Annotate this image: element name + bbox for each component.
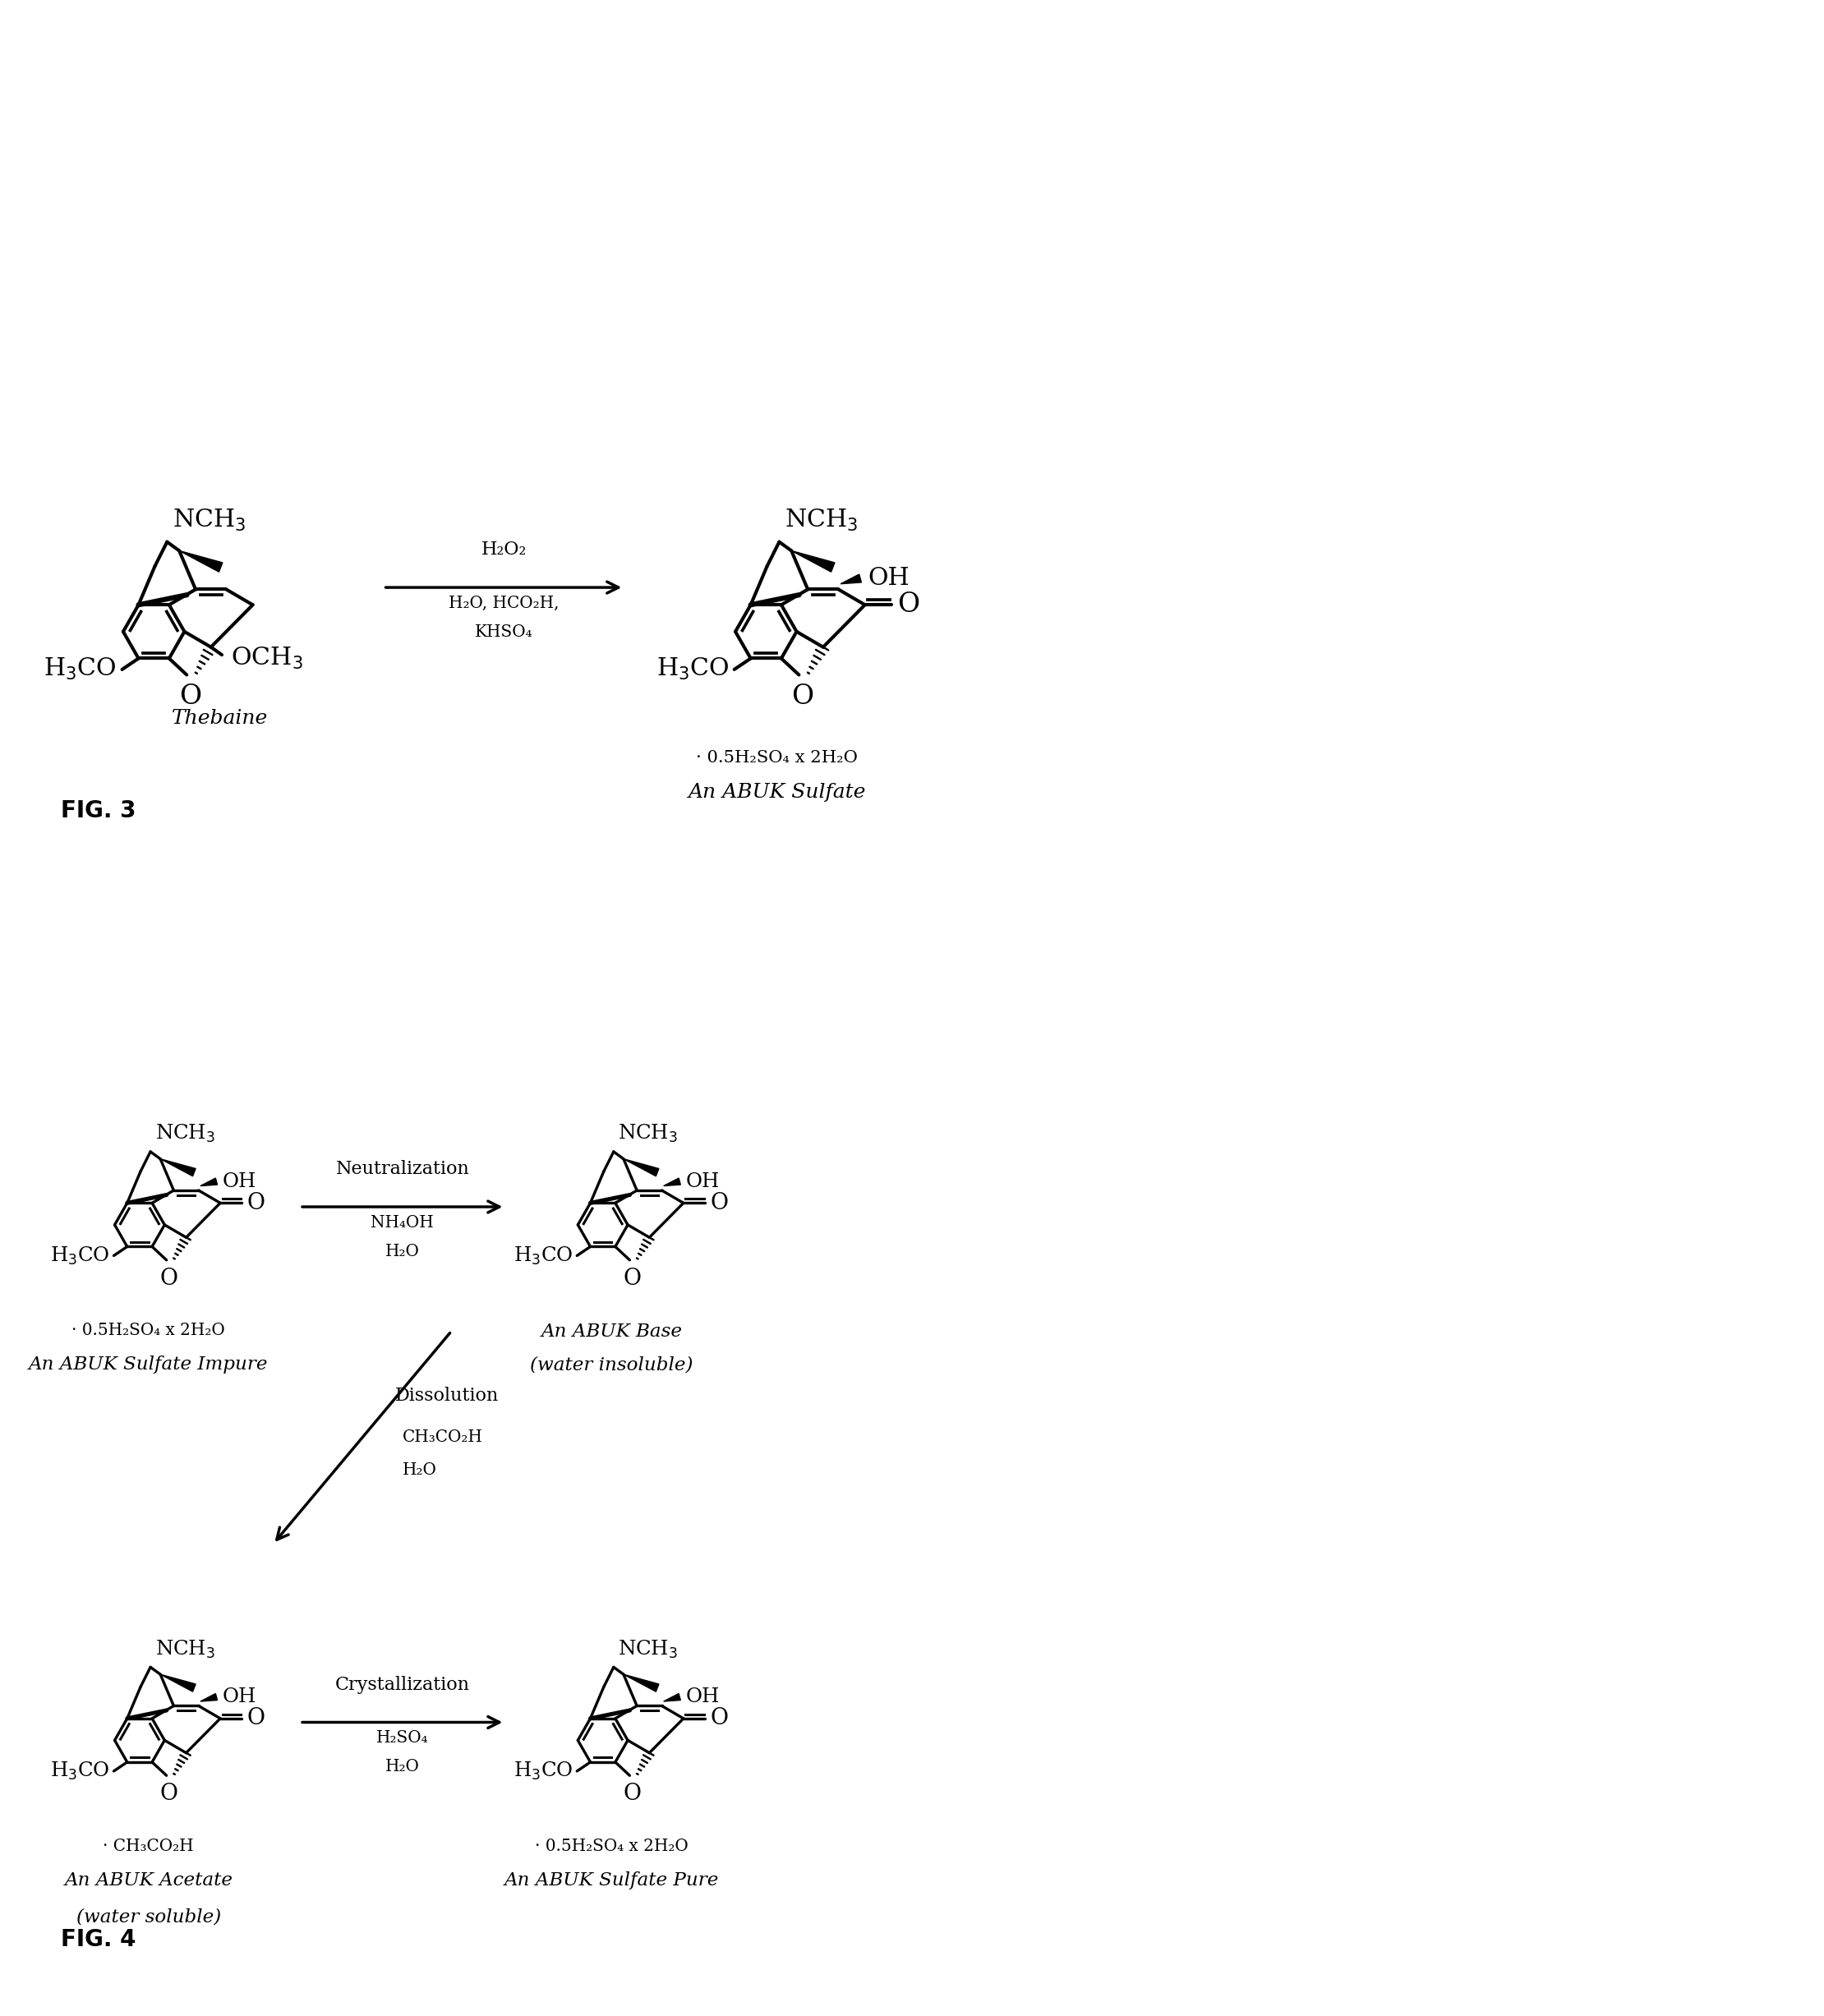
Text: · 0.5H₂SO₄ x 2H₂O: · 0.5H₂SO₄ x 2H₂O	[534, 1839, 688, 1855]
Text: NCH$_3$: NCH$_3$	[173, 508, 246, 532]
Text: · 0.5H₂SO₄ x 2H₂O: · 0.5H₂SO₄ x 2H₂O	[697, 750, 857, 766]
Polygon shape	[201, 1177, 217, 1185]
Text: Dissolution: Dissolution	[394, 1387, 498, 1405]
Text: O: O	[246, 1191, 264, 1214]
Text: H$_3$CO: H$_3$CO	[513, 1760, 573, 1782]
Polygon shape	[179, 550, 223, 573]
Text: H$_3$CO: H$_3$CO	[49, 1246, 109, 1266]
Polygon shape	[664, 1177, 680, 1185]
Text: An ABUK Sulfate Pure: An ABUK Sulfate Pure	[505, 1871, 719, 1889]
Text: OH: OH	[686, 1171, 720, 1191]
Text: NCH$_3$: NCH$_3$	[155, 1639, 215, 1659]
Text: NCH$_3$: NCH$_3$	[618, 1639, 679, 1659]
Text: NCH$_3$: NCH$_3$	[618, 1123, 679, 1145]
Text: H₂SO₄: H₂SO₄	[376, 1730, 429, 1746]
Text: H₂O: H₂O	[403, 1462, 438, 1478]
Text: KHSO₄: KHSO₄	[474, 625, 533, 639]
Text: O: O	[897, 593, 919, 619]
Polygon shape	[624, 1159, 658, 1175]
Text: NCH$_3$: NCH$_3$	[155, 1123, 215, 1145]
Text: NH₄OH: NH₄OH	[370, 1216, 434, 1230]
Text: H$_3$CO: H$_3$CO	[44, 657, 117, 681]
Text: O: O	[246, 1708, 264, 1730]
Text: H₂O, HCO₂H,: H₂O, HCO₂H,	[449, 595, 558, 611]
Text: An ABUK Sulfate Impure: An ABUK Sulfate Impure	[29, 1355, 268, 1373]
Polygon shape	[161, 1159, 195, 1175]
Text: CH₃CO₂H: CH₃CO₂H	[403, 1429, 483, 1445]
Polygon shape	[792, 550, 835, 573]
Polygon shape	[841, 575, 861, 585]
Text: FIG. 4: FIG. 4	[60, 1929, 137, 1951]
Text: Crystallization: Crystallization	[336, 1675, 471, 1693]
Text: O: O	[624, 1782, 642, 1804]
Polygon shape	[624, 1675, 658, 1691]
Text: OH: OH	[223, 1687, 257, 1706]
Text: · CH₃CO₂H: · CH₃CO₂H	[104, 1839, 193, 1855]
Text: OH: OH	[868, 566, 910, 591]
Text: H₂O: H₂O	[385, 1244, 420, 1260]
Text: An ABUK Sulfate: An ABUK Sulfate	[688, 782, 866, 802]
Text: An ABUK Acetate: An ABUK Acetate	[64, 1871, 233, 1889]
Text: O: O	[161, 1268, 179, 1290]
Text: NCH$_3$: NCH$_3$	[784, 508, 857, 532]
Text: (water insoluble): (water insoluble)	[531, 1355, 693, 1373]
Text: O: O	[624, 1268, 642, 1290]
Text: H₂O₂: H₂O₂	[482, 540, 527, 558]
Polygon shape	[161, 1675, 195, 1691]
Text: FIG. 3: FIG. 3	[60, 800, 137, 823]
Text: · 0.5H₂SO₄ x 2H₂O: · 0.5H₂SO₄ x 2H₂O	[71, 1322, 224, 1339]
Text: O: O	[161, 1782, 179, 1804]
Text: Thebaine: Thebaine	[171, 710, 268, 728]
Text: OH: OH	[686, 1687, 720, 1706]
Polygon shape	[664, 1693, 680, 1702]
Text: OCH$_3$: OCH$_3$	[230, 645, 303, 671]
Text: H$_3$CO: H$_3$CO	[49, 1760, 109, 1782]
Text: H$_3$CO: H$_3$CO	[657, 657, 730, 681]
Text: OH: OH	[223, 1171, 257, 1191]
Text: H₂O: H₂O	[385, 1760, 420, 1774]
Text: (water soluble): (water soluble)	[77, 1907, 221, 1925]
Polygon shape	[201, 1693, 217, 1702]
Text: H$_3$CO: H$_3$CO	[513, 1246, 573, 1266]
Text: O: O	[792, 683, 814, 710]
Text: O: O	[710, 1191, 728, 1214]
Text: O: O	[179, 683, 201, 710]
Text: O: O	[710, 1708, 728, 1730]
Text: Neutralization: Neutralization	[336, 1159, 469, 1177]
Text: An ABUK Base: An ABUK Base	[542, 1322, 682, 1341]
